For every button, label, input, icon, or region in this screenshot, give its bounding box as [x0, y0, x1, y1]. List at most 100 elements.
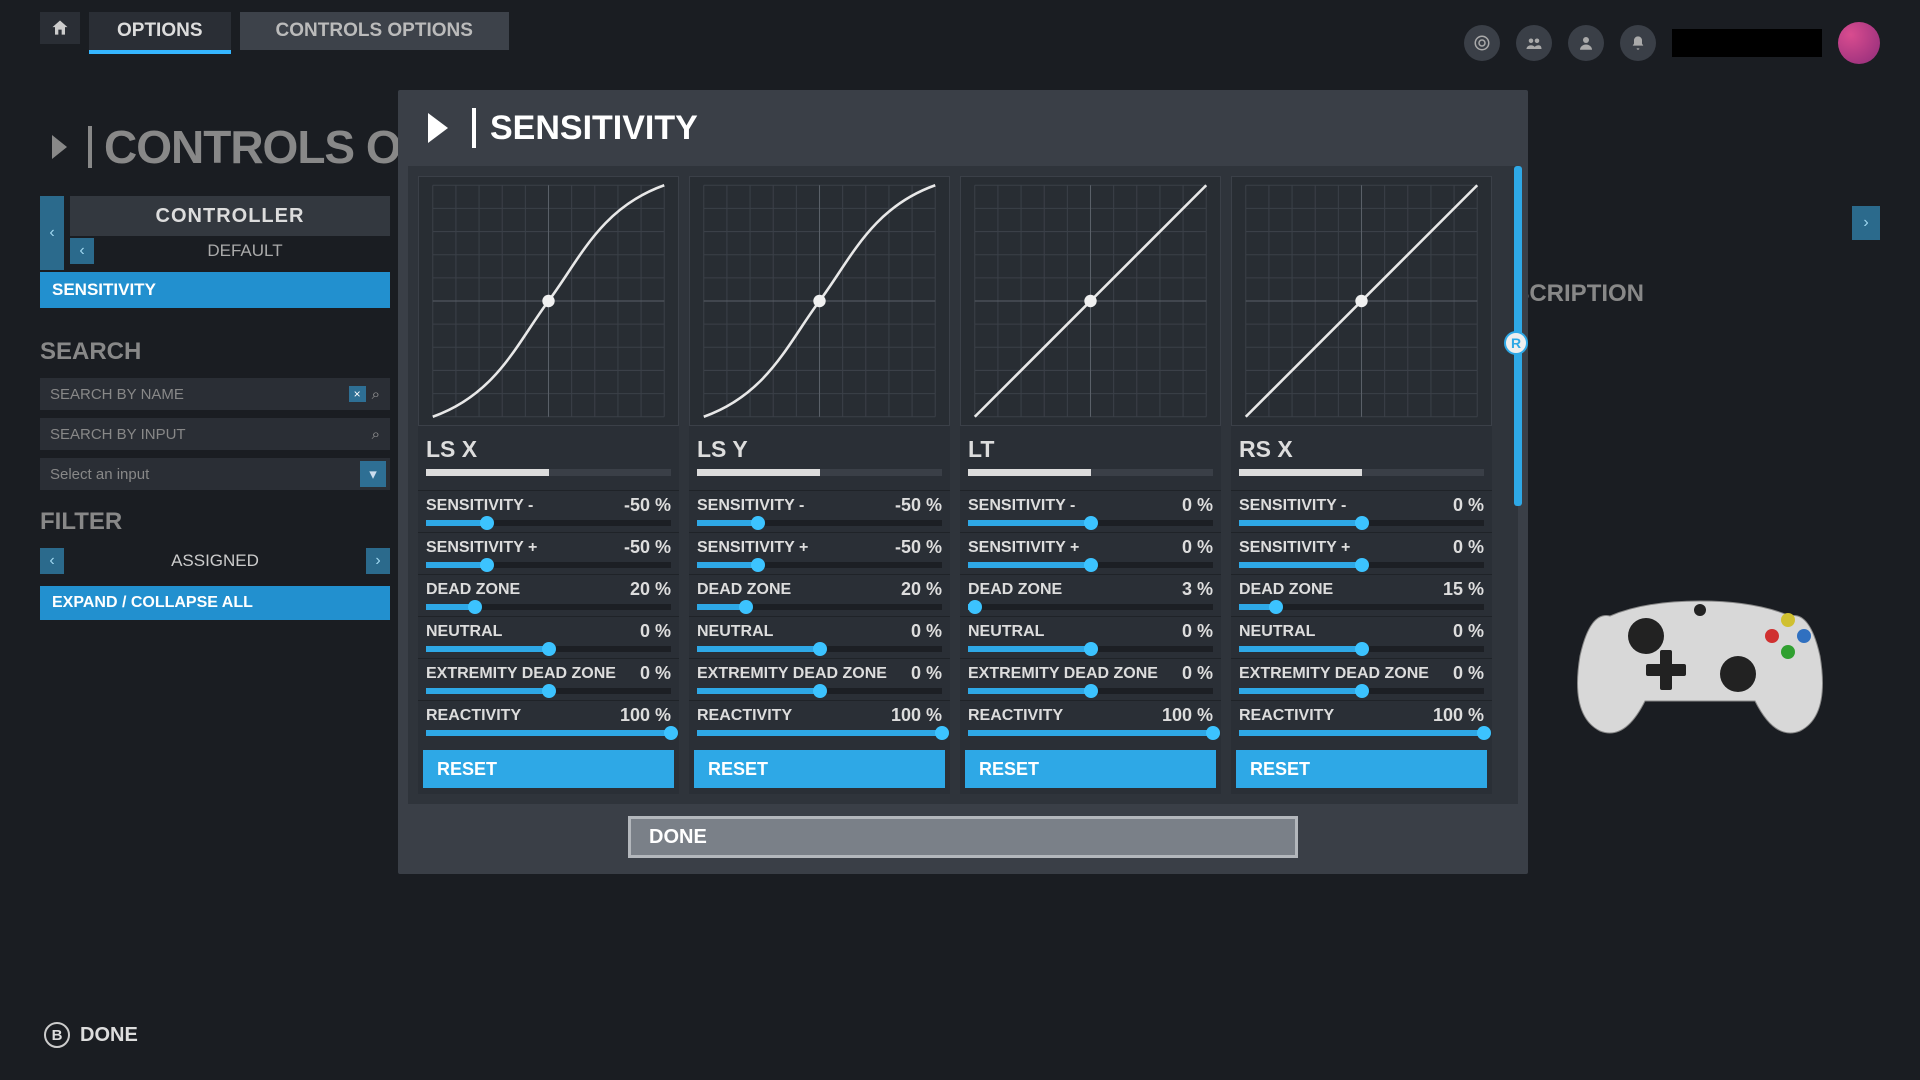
reset-button[interactable]: RESET: [694, 750, 945, 788]
param-slider[interactable]: [1239, 562, 1484, 568]
param-label: DEAD ZONE: [1239, 581, 1333, 599]
footer-done[interactable]: B DONE: [44, 1022, 138, 1048]
param-value: -50 %: [624, 537, 671, 558]
axis-title: RS X: [1231, 426, 1492, 469]
param-slider[interactable]: [697, 730, 942, 736]
axis-progress: [1239, 469, 1484, 476]
param-slider[interactable]: [697, 520, 942, 526]
param-label: REACTIVITY: [697, 707, 792, 725]
param-label: DEAD ZONE: [968, 581, 1062, 599]
param-row: EXTREMITY DEAD ZONE 0 %: [418, 658, 679, 700]
axis-progress: [426, 469, 671, 476]
axis-title: LS Y: [689, 426, 950, 469]
param-value: 0 %: [1182, 663, 1213, 684]
axis-card: RS X SENSITIVITY - 0 % SENSITIVITY + 0 %…: [1231, 176, 1492, 794]
param-slider[interactable]: [697, 604, 942, 610]
param-slider[interactable]: [1239, 520, 1484, 526]
param-row: SENSITIVITY - -50 %: [418, 490, 679, 532]
axis-progress: [968, 469, 1213, 476]
param-row: SENSITIVITY - -50 %: [689, 490, 950, 532]
param-slider[interactable]: [426, 520, 671, 526]
param-slider[interactable]: [968, 730, 1213, 736]
param-row: DEAD ZONE 15 %: [1231, 574, 1492, 616]
param-value: 100 %: [1433, 705, 1484, 726]
param-slider[interactable]: [426, 688, 671, 694]
param-value: 0 %: [640, 663, 671, 684]
param-row: DEAD ZONE 3 %: [960, 574, 1221, 616]
curve-chart: [418, 176, 679, 426]
param-slider[interactable]: [1239, 730, 1484, 736]
param-slider[interactable]: [968, 604, 1213, 610]
param-label: REACTIVITY: [968, 707, 1063, 725]
param-label: DEAD ZONE: [697, 581, 791, 599]
param-row: SENSITIVITY - 0 %: [960, 490, 1221, 532]
reset-button[interactable]: RESET: [965, 750, 1216, 788]
modal-title: SENSITIVITY: [490, 109, 698, 148]
param-row: REACTIVITY 100 %: [1231, 700, 1492, 742]
param-value: 20 %: [901, 579, 942, 600]
reset-button[interactable]: RESET: [1236, 750, 1487, 788]
param-slider[interactable]: [968, 562, 1213, 568]
chevron-right-icon: [418, 108, 458, 148]
param-value: 0 %: [1182, 537, 1213, 558]
param-row: SENSITIVITY + 0 %: [960, 532, 1221, 574]
param-value: 100 %: [620, 705, 671, 726]
param-row: NEUTRAL 0 %: [418, 616, 679, 658]
axis-title: LS X: [418, 426, 679, 469]
param-label: SENSITIVITY +: [426, 539, 537, 557]
param-row: SENSITIVITY + 0 %: [1231, 532, 1492, 574]
param-row: REACTIVITY 100 %: [418, 700, 679, 742]
param-row: REACTIVITY 100 %: [689, 700, 950, 742]
param-slider[interactable]: [1239, 646, 1484, 652]
modal-overlay: SENSITIVITY LS X SENSITIVITY - -50 % SEN…: [0, 0, 1920, 1080]
param-label: EXTREMITY DEAD ZONE: [1239, 665, 1429, 683]
curve-chart: [689, 176, 950, 426]
param-value: 0 %: [911, 621, 942, 642]
param-slider[interactable]: [426, 646, 671, 652]
param-label: EXTREMITY DEAD ZONE: [968, 665, 1158, 683]
r-indicator: R: [1504, 331, 1528, 355]
param-label: DEAD ZONE: [426, 581, 520, 599]
param-row: DEAD ZONE 20 %: [418, 574, 679, 616]
param-row: REACTIVITY 100 %: [960, 700, 1221, 742]
axis-card: LS X SENSITIVITY - -50 % SENSITIVITY + -…: [418, 176, 679, 794]
param-slider[interactable]: [426, 562, 671, 568]
param-value: -50 %: [895, 537, 942, 558]
done-button[interactable]: DONE: [628, 816, 1298, 858]
axis-title: LT: [960, 426, 1221, 469]
axis-card: LS Y SENSITIVITY - -50 % SENSITIVITY + -…: [689, 176, 950, 794]
param-row: NEUTRAL 0 %: [960, 616, 1221, 658]
param-value: 0 %: [1453, 621, 1484, 642]
curve-chart: [960, 176, 1221, 426]
param-row: EXTREMITY DEAD ZONE 0 %: [689, 658, 950, 700]
param-label: NEUTRAL: [426, 623, 502, 641]
reset-button[interactable]: RESET: [423, 750, 674, 788]
param-slider[interactable]: [968, 520, 1213, 526]
param-value: -50 %: [624, 495, 671, 516]
param-slider[interactable]: [697, 688, 942, 694]
axis-progress: [697, 469, 942, 476]
param-slider[interactable]: [1239, 604, 1484, 610]
param-slider[interactable]: [697, 646, 942, 652]
param-value: 0 %: [1453, 663, 1484, 684]
curve-chart: [1231, 176, 1492, 426]
param-slider[interactable]: [1239, 688, 1484, 694]
param-value: 0 %: [1182, 495, 1213, 516]
param-slider[interactable]: [968, 646, 1213, 652]
axis-card: LT SENSITIVITY - 0 % SENSITIVITY + 0 % D…: [960, 176, 1221, 794]
param-label: SENSITIVITY +: [697, 539, 808, 557]
param-label: SENSITIVITY -: [697, 497, 804, 515]
param-value: 0 %: [640, 621, 671, 642]
param-label: REACTIVITY: [1239, 707, 1334, 725]
param-value: 0 %: [1453, 537, 1484, 558]
param-slider[interactable]: [426, 730, 671, 736]
param-slider[interactable]: [968, 688, 1213, 694]
param-slider[interactable]: [697, 562, 942, 568]
param-slider[interactable]: [426, 604, 671, 610]
param-value: 0 %: [1453, 495, 1484, 516]
param-label: EXTREMITY DEAD ZONE: [426, 665, 616, 683]
param-value: 20 %: [630, 579, 671, 600]
param-label: REACTIVITY: [426, 707, 521, 725]
param-value: 100 %: [891, 705, 942, 726]
modal-body: LS X SENSITIVITY - -50 % SENSITIVITY + -…: [408, 166, 1518, 804]
